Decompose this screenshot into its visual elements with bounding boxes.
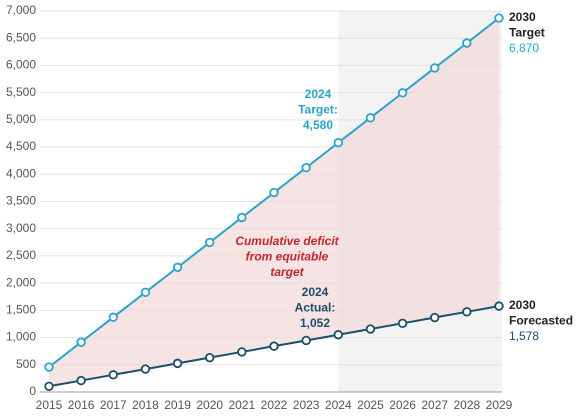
- x-tick-label: 2018: [132, 398, 159, 412]
- x-tick-label: 2024: [325, 398, 352, 412]
- data-point: [108, 370, 118, 380]
- data-point: [397, 318, 408, 329]
- annotation: 2024: [305, 87, 332, 101]
- annotation: from equitable: [246, 250, 329, 264]
- annotation: Actual:: [295, 301, 336, 315]
- y-tick-label: 6,500: [6, 30, 36, 44]
- data-point: [365, 113, 376, 123]
- data-point: [44, 362, 54, 372]
- annotation: Target: [509, 26, 545, 40]
- data-point: [269, 187, 279, 198]
- annotation: 2024: [302, 285, 329, 299]
- annotation: 6,870: [509, 41, 539, 55]
- data-point: [237, 347, 247, 357]
- annotation: 2030: [509, 298, 536, 312]
- annotation: target: [270, 265, 304, 279]
- annotation: 1,052: [300, 316, 330, 330]
- x-tick-label: 2029: [486, 398, 513, 412]
- data-point: [301, 335, 311, 346]
- data-point: [430, 63, 440, 73]
- x-tick-label: 2020: [196, 398, 223, 412]
- y-tick-label: 2,000: [6, 275, 36, 289]
- data-point: [76, 337, 86, 347]
- data-point: [430, 312, 440, 323]
- data-point: [462, 307, 472, 317]
- y-tick-label: 4,500: [6, 139, 36, 153]
- y-tick-label: 7,000: [6, 3, 36, 17]
- x-tick-label: 2019: [164, 398, 191, 412]
- data-point: [333, 138, 343, 148]
- data-point: [237, 212, 247, 223]
- x-tick-label: 2025: [357, 398, 384, 412]
- annotation: 4,580: [303, 118, 333, 132]
- y-tick-label: 2,500: [6, 248, 36, 262]
- data-point: [44, 381, 54, 391]
- data-point: [269, 341, 279, 351]
- y-tick-label: 3,000: [6, 221, 36, 235]
- y-tick-label: 3,500: [6, 194, 36, 208]
- data-point: [140, 364, 151, 374]
- data-point: [140, 287, 151, 297]
- data-point: [172, 358, 183, 369]
- data-point: [205, 237, 215, 248]
- x-tick-label: 2028: [454, 398, 481, 412]
- data-point: [301, 162, 311, 173]
- y-tick-label: 500: [16, 357, 36, 371]
- x-tick-label: 2017: [100, 398, 127, 412]
- data-point: [108, 312, 118, 322]
- x-tick-label: 2016: [68, 398, 95, 412]
- data-point: [205, 352, 215, 363]
- data-point: [494, 301, 504, 311]
- annotation: Forecasted: [509, 314, 573, 328]
- data-point: [333, 330, 343, 340]
- y-tick-label: 5,500: [6, 85, 36, 99]
- x-tick-label: 2027: [421, 398, 448, 412]
- annotation: 1,578: [509, 329, 539, 343]
- annotation: Target:: [298, 103, 338, 117]
- annotation: 2030: [509, 10, 536, 24]
- y-tick-label: 4,000: [6, 166, 36, 180]
- data-point: [172, 262, 183, 273]
- x-tick-label: 2023: [293, 398, 320, 412]
- data-point: [462, 38, 472, 48]
- y-tick-label: 6,000: [6, 58, 36, 72]
- x-tick-label: 2021: [229, 398, 256, 412]
- x-tick-label: 2015: [36, 398, 63, 412]
- data-point: [76, 375, 86, 386]
- annotation: Cumulative deficit: [235, 234, 339, 248]
- y-tick-label: 1,000: [6, 330, 36, 344]
- deficit-area: [49, 18, 499, 387]
- data-point: [494, 13, 504, 23]
- y-tick-label: 0: [29, 384, 36, 398]
- y-tick-label: 1,500: [6, 303, 36, 317]
- y-tick-label: 5,000: [6, 112, 36, 126]
- data-point: [397, 88, 408, 98]
- x-tick-label: 2026: [389, 398, 416, 412]
- data-point: [365, 324, 376, 334]
- x-tick-label: 2022: [261, 398, 288, 412]
